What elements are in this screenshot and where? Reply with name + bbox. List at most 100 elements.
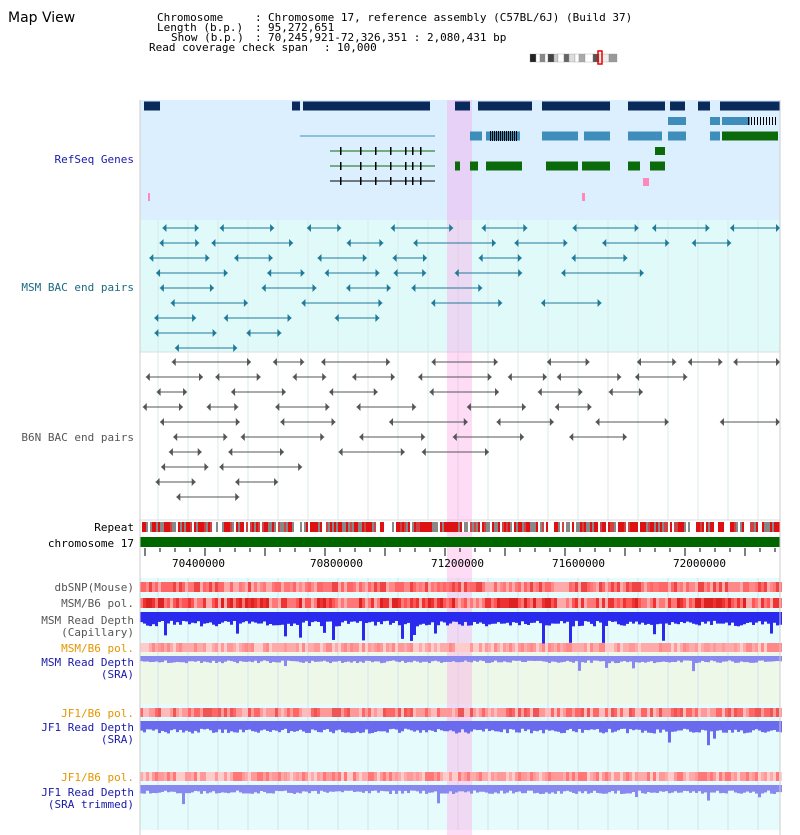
heat-cell — [344, 598, 347, 608]
depth-bar — [326, 656, 329, 662]
track-label-jf1-depth[interactable]: JF1 Read Depth — [41, 721, 134, 734]
track-label-jf1-depth-trim[interactable]: JF1 Read Depth — [41, 786, 134, 799]
depth-bar — [263, 612, 266, 622]
heat-cell — [341, 643, 344, 652]
depth-bar — [395, 612, 398, 621]
depth-bar — [434, 721, 437, 733]
heat-cell — [371, 772, 374, 781]
depth-bar — [320, 612, 323, 627]
gene-block — [582, 161, 610, 171]
heat-cell — [359, 582, 362, 592]
heat-cell — [170, 643, 173, 652]
heat-cell — [755, 598, 758, 608]
heat-cell — [569, 708, 572, 717]
depth-bar — [611, 612, 614, 622]
exon-tick — [405, 177, 407, 185]
depth-bar — [404, 785, 407, 791]
repeat-segment — [712, 522, 714, 532]
depth-bar — [560, 785, 563, 794]
track-label-msm-depth-cap[interactable]: MSM Read Depth — [41, 614, 134, 627]
heat-cell — [335, 643, 338, 652]
heat-cell — [593, 772, 596, 781]
track-label-msm-bac[interactable]: MSM BAC end pairs — [21, 281, 134, 294]
depth-bar — [506, 612, 509, 623]
heat-cell — [488, 708, 491, 717]
repeat-segment — [498, 522, 500, 532]
heat-cell — [419, 598, 422, 608]
track-label-msm-depth-sra[interactable]: MSM Read Depth — [41, 656, 134, 669]
msm-bac-pair-end — [194, 224, 199, 232]
depth-bar — [416, 612, 419, 627]
heat-cell — [392, 598, 395, 608]
heat-cell — [431, 643, 434, 652]
track-label-msm-b6-pol-1[interactable]: MSM/B6 pol. — [61, 597, 134, 610]
depth-bar — [422, 612, 425, 624]
track-label-b6n-bac[interactable]: B6N BAC end pairs — [21, 431, 134, 444]
depth-bar — [401, 721, 404, 732]
heat-cell — [767, 708, 770, 717]
heat-cell — [140, 582, 143, 592]
depth-bar — [677, 721, 680, 731]
repeat-segment — [158, 522, 160, 532]
heat-cell — [359, 643, 362, 652]
heat-cell — [602, 708, 605, 717]
heat-cell — [302, 772, 305, 781]
depth-bar — [542, 656, 545, 662]
heat-cell — [365, 708, 368, 717]
track-label-msm-b6-pol-2[interactable]: MSM/B6 pol. — [61, 642, 134, 655]
depth-bar — [224, 785, 227, 793]
depth-bar — [287, 721, 290, 734]
heat-cell — [272, 643, 275, 652]
heat-cell — [494, 643, 497, 652]
depth-bar — [734, 785, 737, 793]
b6n-bac-pair-end — [418, 373, 423, 381]
heat-cell — [188, 598, 191, 608]
depth-bar — [704, 785, 707, 793]
b6n-bac-pair-end — [173, 433, 178, 441]
depth-bar — [281, 785, 284, 792]
heat-cell — [365, 643, 368, 652]
track-label-chromosome[interactable]: chromosome 17 — [47, 537, 134, 550]
depth-bar — [575, 721, 578, 733]
repeat-segment — [588, 522, 590, 532]
heat-cell — [503, 708, 506, 717]
heat-cell — [305, 708, 308, 717]
depth-bar — [275, 721, 278, 731]
track-label-jf1-b6-pol-2[interactable]: JF1/B6 pol. — [61, 771, 134, 784]
heat-cell — [479, 772, 482, 781]
b6n-bac-pair-end — [542, 373, 547, 381]
depth-bar — [503, 785, 506, 794]
heat-cell — [614, 772, 617, 781]
repeat-segment — [656, 522, 658, 532]
heat-cell — [341, 582, 344, 592]
depth-bar — [533, 656, 536, 661]
depth-bar — [503, 721, 506, 730]
heat-cell — [494, 582, 497, 592]
depth-bar — [143, 656, 146, 662]
repeat-segment — [240, 522, 242, 532]
track-label-repeat[interactable]: Repeat — [94, 521, 134, 534]
heat-cell — [350, 582, 353, 592]
depth-bar — [242, 612, 245, 623]
heat-cell — [449, 708, 452, 717]
heat-cell — [194, 582, 197, 592]
heat-cell — [350, 772, 353, 781]
depth-bar — [581, 612, 584, 626]
depth-bar — [209, 656, 212, 663]
heat-cell — [275, 708, 278, 717]
heat-cell — [572, 708, 575, 717]
heat-cell — [770, 643, 773, 652]
track-label-dbsnp[interactable]: dbSNP(Mouse) — [54, 581, 134, 594]
repeat-segment — [358, 522, 360, 532]
heat-cell — [614, 708, 617, 717]
track-label-refseq[interactable]: RefSeq Genes — [54, 153, 134, 166]
depth-bar — [476, 656, 479, 662]
heat-cell — [395, 772, 398, 781]
heat-cell — [230, 582, 233, 592]
ideogram-band — [568, 53, 576, 63]
depth-bar — [194, 721, 197, 731]
track-label-jf1-b6-pol-1[interactable]: JF1/B6 pol. — [61, 707, 134, 720]
heat-cell — [737, 582, 740, 592]
msm-bac-pair-end — [162, 224, 167, 232]
